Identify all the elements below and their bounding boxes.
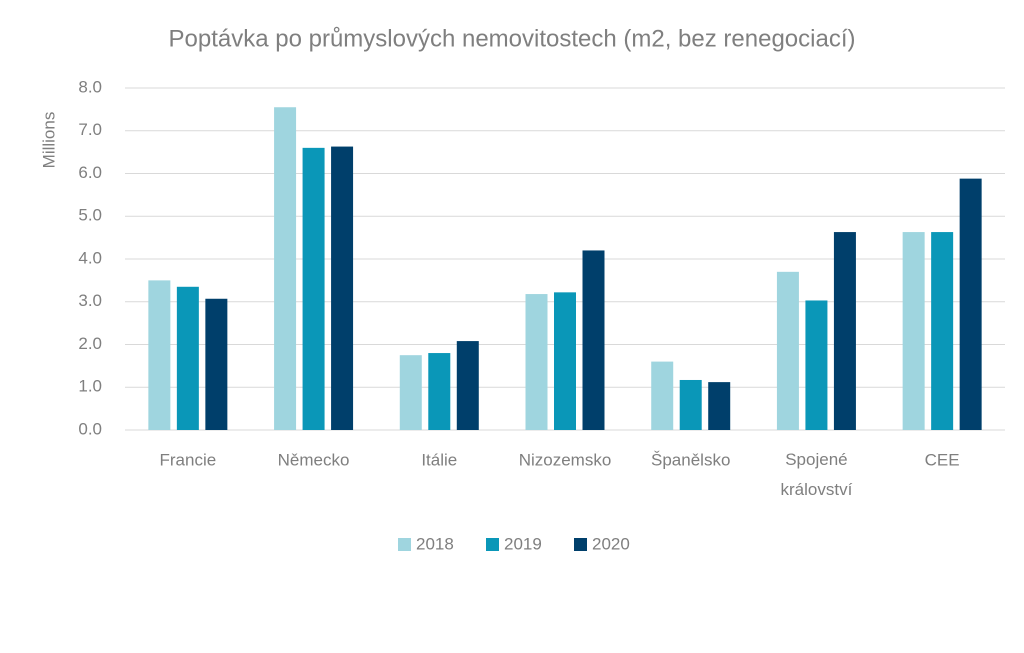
legend-swatch xyxy=(574,538,587,551)
y-tick-label: 5.0 xyxy=(78,206,102,225)
x-tick-label: Spojené království xyxy=(781,450,853,499)
chart-title: Poptávka po průmyslových nemovitostech (… xyxy=(169,25,856,52)
bar xyxy=(274,107,297,431)
y-tick-label: 7.0 xyxy=(78,120,102,139)
legend-swatch xyxy=(486,538,499,551)
x-tick-label: Německo xyxy=(278,450,350,469)
legend-swatch xyxy=(398,538,411,551)
bar xyxy=(582,250,605,430)
y-axis-title: Millions xyxy=(39,112,58,169)
x-tick-label: Španělsko xyxy=(651,450,730,469)
x-tick-label: Itálie xyxy=(421,450,457,469)
bar xyxy=(176,286,199,430)
bar xyxy=(428,353,451,430)
y-tick-label: 8.0 xyxy=(78,77,102,96)
bar xyxy=(148,280,171,430)
bar xyxy=(331,146,354,430)
bar xyxy=(302,147,325,430)
y-tick-label: 3.0 xyxy=(78,291,102,310)
legend-label: 2020 xyxy=(592,534,630,553)
bar xyxy=(708,382,731,430)
y-tick-label: 6.0 xyxy=(78,163,102,182)
bar xyxy=(205,298,228,430)
bar xyxy=(651,361,674,430)
bar xyxy=(902,232,925,430)
y-tick-label: 0.0 xyxy=(78,419,102,438)
y-tick-label: 4.0 xyxy=(78,248,102,267)
bar xyxy=(525,294,548,430)
bar xyxy=(554,292,576,430)
bar xyxy=(399,355,422,430)
bar xyxy=(805,300,828,430)
y-tick-label: 2.0 xyxy=(78,334,102,353)
bar xyxy=(776,271,799,430)
y-tick-label: 1.0 xyxy=(78,377,102,396)
legend-label: 2018 xyxy=(416,534,454,553)
bar xyxy=(931,232,954,430)
bar xyxy=(833,232,856,430)
x-tick-label: Nizozemsko xyxy=(519,450,612,469)
bar xyxy=(959,178,982,430)
bar xyxy=(456,341,479,430)
bar xyxy=(679,379,702,430)
x-tick-label: CEE xyxy=(925,450,960,469)
x-tick-label: Francie xyxy=(160,450,217,469)
legend-label: 2019 xyxy=(504,534,542,553)
